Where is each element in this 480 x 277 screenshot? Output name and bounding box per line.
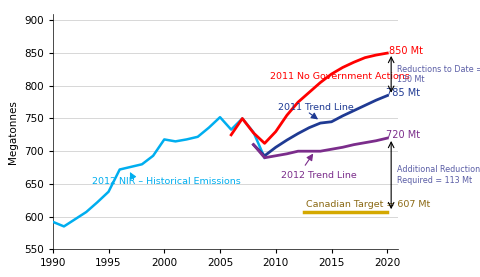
Text: Additional Reductions
Required = 113 Mt: Additional Reductions Required = 113 Mt bbox=[397, 165, 480, 185]
Y-axis label: Megatonnes: Megatonnes bbox=[9, 100, 18, 163]
Text: Canadian Target = 607 Mt: Canadian Target = 607 Mt bbox=[306, 200, 430, 209]
Text: 850 Mt: 850 Mt bbox=[389, 46, 423, 56]
Text: Reductions to Date =
130 Mt: Reductions to Date = 130 Mt bbox=[397, 65, 480, 84]
Text: 720 Mt: 720 Mt bbox=[385, 130, 420, 140]
Text: 2012 NIR – Historical Emissions: 2012 NIR – Historical Emissions bbox=[92, 177, 240, 186]
Text: 785 Mt: 785 Mt bbox=[385, 88, 420, 98]
Text: 2012 Trend Line: 2012 Trend Line bbox=[281, 171, 357, 181]
Text: 2011 No Government Actions: 2011 No Government Actions bbox=[270, 71, 410, 81]
Text: 2011 Trend Line: 2011 Trend Line bbox=[278, 103, 354, 112]
